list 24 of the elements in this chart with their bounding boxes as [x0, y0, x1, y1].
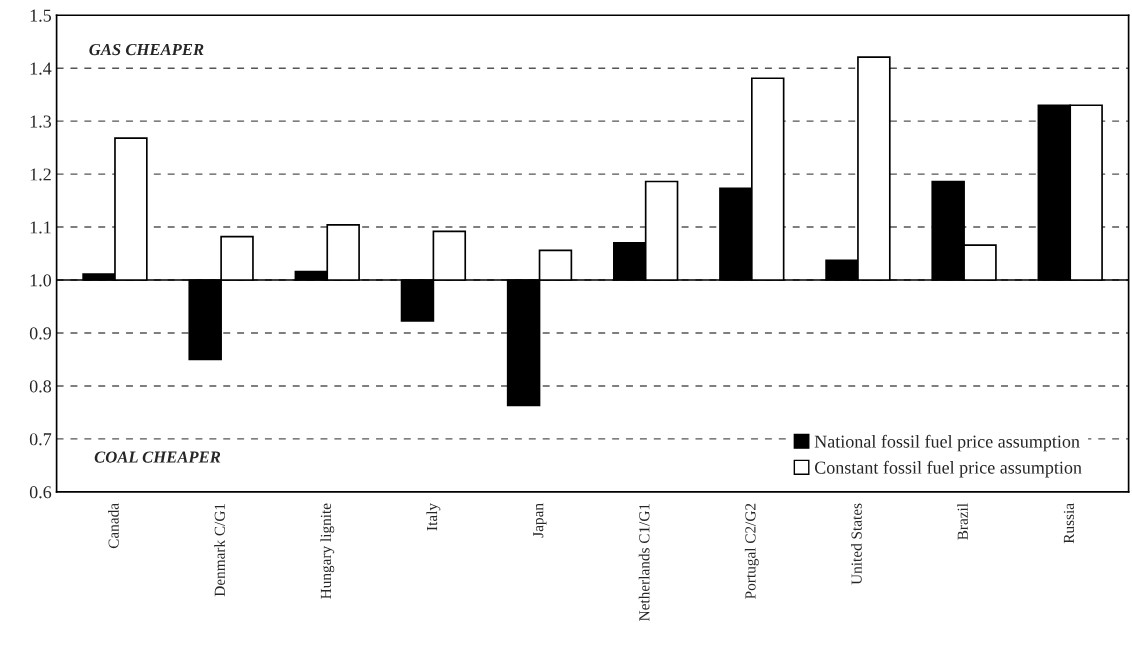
legend-label: National fossil fuel price assumption: [814, 434, 1080, 452]
y-tick-label: 1.3: [30, 115, 52, 128]
annotation: COAL CHEAPER: [94, 451, 221, 463]
x-tick-label: Denmark C/G1: [214, 503, 225, 597]
y-tick-label: 1.0: [30, 274, 52, 287]
y-tick-label: 0.9: [29, 327, 51, 340]
y-tick-label: 1.4: [30, 62, 52, 75]
x-tick-label: Brazil: [957, 503, 968, 540]
y-tick-label: 1.1: [30, 221, 51, 234]
y-tick-label: 0.6: [29, 486, 52, 499]
y-tick-label: 1.2: [30, 168, 51, 181]
x-tick-label: Russia: [1063, 503, 1075, 544]
x-tick-label: Hungary lignite: [320, 503, 335, 599]
x-tick-label: Portugal C2/G2: [744, 503, 759, 599]
y-tick-label: 0.7: [29, 433, 52, 446]
y-tick-label: 1.5: [30, 9, 52, 22]
x-tick-label: United States: [851, 503, 862, 585]
x-tick-label: Italy: [426, 503, 441, 531]
x-tick-label: Canada: [108, 503, 119, 549]
y-tick-label: 0.8: [29, 380, 52, 393]
x-tick-label: Netherlands C1/G1: [638, 503, 650, 621]
x-tick-label: Japan: [533, 503, 547, 538]
legend-label: Constant fossil fuel price assumption: [814, 460, 1082, 478]
annotation: GAS CHEAPER: [89, 43, 204, 56]
